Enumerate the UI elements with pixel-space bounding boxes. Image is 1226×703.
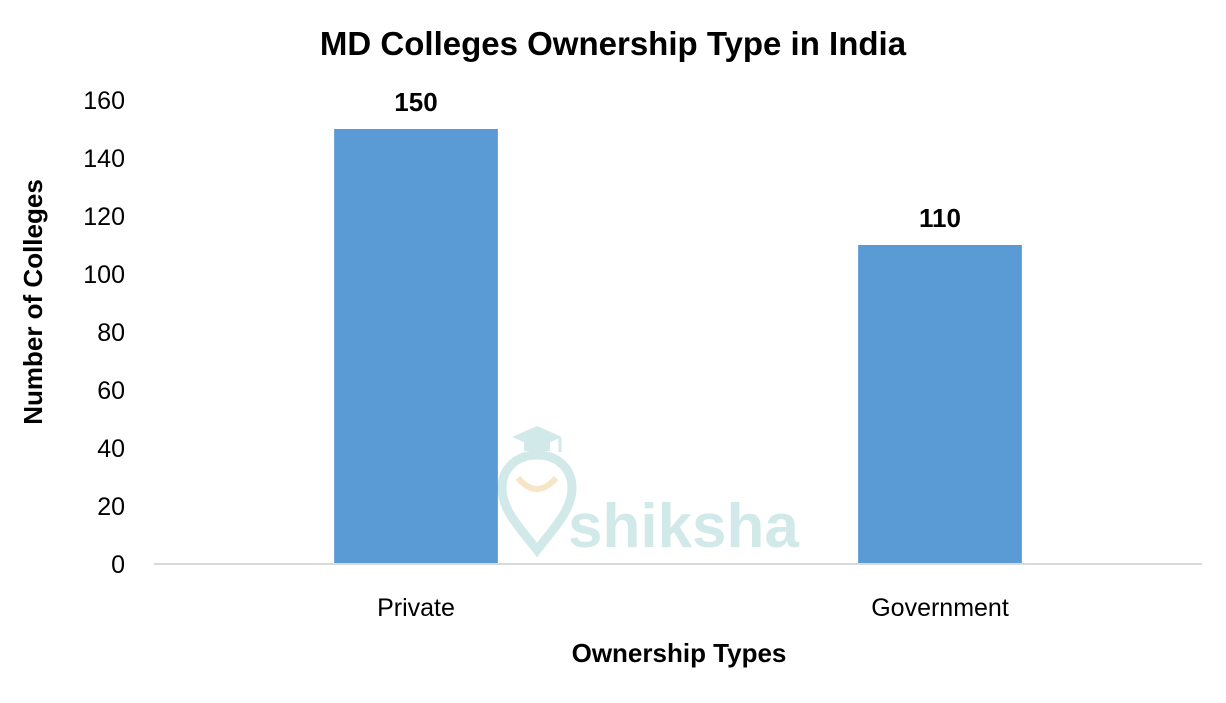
x-tick-label: Government [871, 594, 1009, 622]
y-tick-label: 0 [111, 551, 125, 579]
y-tick-label: 120 [83, 203, 125, 231]
y-tick-label: 40 [97, 435, 125, 463]
x-axis-title: Ownership Types [572, 638, 787, 668]
bar-data-label: 110 [919, 203, 961, 233]
y-axis: 0 20 40 60 80 100 120 140 160 [83, 87, 125, 579]
x-axis: Private Government [377, 594, 1009, 622]
y-tick-label: 140 [83, 145, 125, 173]
y-tick-label: 60 [97, 377, 125, 405]
shiksha-watermark: shiksha [497, 426, 799, 561]
x-tick-label: Private [377, 594, 455, 622]
y-axis-title: Number of Colleges [18, 179, 48, 425]
y-tick-label: 20 [97, 493, 125, 521]
head-outline-icon [497, 450, 577, 558]
y-tick-label: 160 [83, 87, 125, 115]
chart-title: MD Colleges Ownership Type in India [320, 25, 907, 62]
y-tick-label: 100 [83, 261, 125, 289]
watermark-text: shiksha [568, 492, 799, 561]
bar [858, 245, 1022, 564]
data-labels: 150 110 [394, 87, 961, 233]
bar [334, 129, 498, 564]
bars [334, 129, 1022, 564]
y-tick-label: 80 [97, 319, 125, 347]
graduation-cap-icon [512, 426, 562, 452]
bar-data-label: 150 [394, 87, 437, 117]
